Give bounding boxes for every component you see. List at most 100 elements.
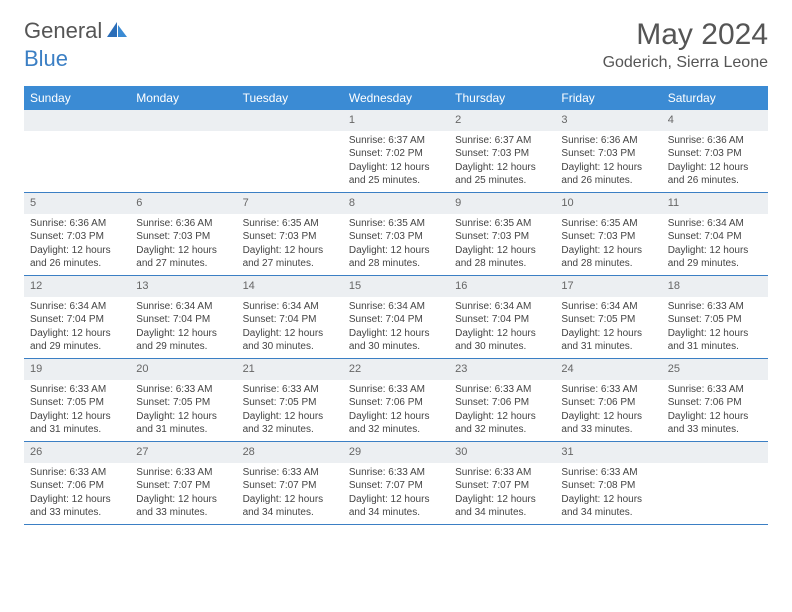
daylight-text: Daylight: 12 hours and 28 minutes. bbox=[349, 244, 443, 271]
day-number: . bbox=[237, 110, 343, 131]
day-number: 1 bbox=[343, 110, 449, 131]
sunrise-text: Sunrise: 6:33 AM bbox=[668, 383, 762, 397]
page-subtitle: Goderich, Sierra Leone bbox=[603, 54, 768, 72]
day-number: 18 bbox=[662, 276, 768, 297]
sunrise-text: Sunrise: 6:34 AM bbox=[243, 300, 337, 314]
brand-text-blue: Blue bbox=[24, 46, 68, 71]
daylight-text: Daylight: 12 hours and 27 minutes. bbox=[136, 244, 230, 271]
sunset-text: Sunset: 7:04 PM bbox=[455, 313, 549, 327]
daylight-text: Daylight: 12 hours and 25 minutes. bbox=[455, 161, 549, 188]
sunset-text: Sunset: 7:05 PM bbox=[561, 313, 655, 327]
calendar-day-cell: 12Sunrise: 6:34 AMSunset: 7:04 PMDayligh… bbox=[24, 276, 130, 358]
day-details: Sunrise: 6:34 AMSunset: 7:04 PMDaylight:… bbox=[662, 214, 768, 275]
sunset-text: Sunset: 7:04 PM bbox=[243, 313, 337, 327]
sunrise-text: Sunrise: 6:37 AM bbox=[455, 134, 549, 148]
day-number: 10 bbox=[555, 193, 661, 214]
weekday-header: Sunday bbox=[24, 86, 130, 110]
calendar-day-cell: 30Sunrise: 6:33 AMSunset: 7:07 PMDayligh… bbox=[449, 442, 555, 524]
calendar-day-cell: . bbox=[130, 110, 236, 192]
sunset-text: Sunset: 7:05 PM bbox=[668, 313, 762, 327]
sunrise-text: Sunrise: 6:35 AM bbox=[455, 217, 549, 231]
daylight-text: Daylight: 12 hours and 26 minutes. bbox=[561, 161, 655, 188]
calendar-week-row: 26Sunrise: 6:33 AMSunset: 7:06 PMDayligh… bbox=[24, 442, 768, 525]
sunrise-text: Sunrise: 6:33 AM bbox=[30, 466, 124, 480]
sunrise-text: Sunrise: 6:34 AM bbox=[349, 300, 443, 314]
sunrise-text: Sunrise: 6:33 AM bbox=[243, 383, 337, 397]
daylight-text: Daylight: 12 hours and 34 minutes. bbox=[349, 493, 443, 520]
sunrise-text: Sunrise: 6:33 AM bbox=[349, 466, 443, 480]
day-details: Sunrise: 6:33 AMSunset: 7:07 PMDaylight:… bbox=[237, 463, 343, 524]
day-details bbox=[24, 131, 130, 138]
calendar-day-cell: 10Sunrise: 6:35 AMSunset: 7:03 PMDayligh… bbox=[555, 193, 661, 275]
day-number: 31 bbox=[555, 442, 661, 463]
sunrise-text: Sunrise: 6:34 AM bbox=[136, 300, 230, 314]
daylight-text: Daylight: 12 hours and 32 minutes. bbox=[243, 410, 337, 437]
day-number: 9 bbox=[449, 193, 555, 214]
brand-logo: General bbox=[24, 18, 130, 44]
calendar-day-cell: 14Sunrise: 6:34 AMSunset: 7:04 PMDayligh… bbox=[237, 276, 343, 358]
day-details: Sunrise: 6:36 AMSunset: 7:03 PMDaylight:… bbox=[662, 131, 768, 192]
day-number: 28 bbox=[237, 442, 343, 463]
sunset-text: Sunset: 7:07 PM bbox=[243, 479, 337, 493]
sunrise-text: Sunrise: 6:36 AM bbox=[561, 134, 655, 148]
sunrise-text: Sunrise: 6:36 AM bbox=[30, 217, 124, 231]
sunrise-text: Sunrise: 6:34 AM bbox=[561, 300, 655, 314]
day-number: 19 bbox=[24, 359, 130, 380]
sunrise-text: Sunrise: 6:37 AM bbox=[349, 134, 443, 148]
daylight-text: Daylight: 12 hours and 34 minutes. bbox=[455, 493, 549, 520]
calendar-day-cell: 29Sunrise: 6:33 AMSunset: 7:07 PMDayligh… bbox=[343, 442, 449, 524]
day-number: 15 bbox=[343, 276, 449, 297]
sunset-text: Sunset: 7:03 PM bbox=[349, 230, 443, 244]
sunrise-text: Sunrise: 6:33 AM bbox=[136, 383, 230, 397]
calendar-day-cell: 25Sunrise: 6:33 AMSunset: 7:06 PMDayligh… bbox=[662, 359, 768, 441]
calendar-day-cell: 21Sunrise: 6:33 AMSunset: 7:05 PMDayligh… bbox=[237, 359, 343, 441]
day-details: Sunrise: 6:34 AMSunset: 7:04 PMDaylight:… bbox=[130, 297, 236, 358]
sunrise-text: Sunrise: 6:33 AM bbox=[243, 466, 337, 480]
calendar-week-row: 5Sunrise: 6:36 AMSunset: 7:03 PMDaylight… bbox=[24, 193, 768, 276]
day-number: 27 bbox=[130, 442, 236, 463]
sunset-text: Sunset: 7:05 PM bbox=[136, 396, 230, 410]
day-number: 11 bbox=[662, 193, 768, 214]
daylight-text: Daylight: 12 hours and 29 minutes. bbox=[668, 244, 762, 271]
daylight-text: Daylight: 12 hours and 31 minutes. bbox=[136, 410, 230, 437]
sunset-text: Sunset: 7:04 PM bbox=[668, 230, 762, 244]
day-number: 12 bbox=[24, 276, 130, 297]
daylight-text: Daylight: 12 hours and 33 minutes. bbox=[668, 410, 762, 437]
calendar-day-cell: 16Sunrise: 6:34 AMSunset: 7:04 PMDayligh… bbox=[449, 276, 555, 358]
calendar-day-cell: 2Sunrise: 6:37 AMSunset: 7:03 PMDaylight… bbox=[449, 110, 555, 192]
sunset-text: Sunset: 7:02 PM bbox=[349, 147, 443, 161]
day-details: Sunrise: 6:33 AMSunset: 7:05 PMDaylight:… bbox=[662, 297, 768, 358]
sunrise-text: Sunrise: 6:33 AM bbox=[561, 383, 655, 397]
calendar-day-cell: 6Sunrise: 6:36 AMSunset: 7:03 PMDaylight… bbox=[130, 193, 236, 275]
sunrise-text: Sunrise: 6:33 AM bbox=[668, 300, 762, 314]
sunrise-text: Sunrise: 6:33 AM bbox=[455, 383, 549, 397]
day-details: Sunrise: 6:35 AMSunset: 7:03 PMDaylight:… bbox=[343, 214, 449, 275]
day-number: 6 bbox=[130, 193, 236, 214]
calendar-day-cell: 26Sunrise: 6:33 AMSunset: 7:06 PMDayligh… bbox=[24, 442, 130, 524]
sunrise-text: Sunrise: 6:33 AM bbox=[349, 383, 443, 397]
sunset-text: Sunset: 7:03 PM bbox=[561, 147, 655, 161]
calendar-day-cell: 11Sunrise: 6:34 AMSunset: 7:04 PMDayligh… bbox=[662, 193, 768, 275]
day-details: Sunrise: 6:36 AMSunset: 7:03 PMDaylight:… bbox=[130, 214, 236, 275]
day-number: . bbox=[662, 442, 768, 463]
sunset-text: Sunset: 7:06 PM bbox=[349, 396, 443, 410]
calendar-day-cell: 15Sunrise: 6:34 AMSunset: 7:04 PMDayligh… bbox=[343, 276, 449, 358]
sunrise-text: Sunrise: 6:36 AM bbox=[668, 134, 762, 148]
day-number: 5 bbox=[24, 193, 130, 214]
sunset-text: Sunset: 7:03 PM bbox=[243, 230, 337, 244]
day-details: Sunrise: 6:36 AMSunset: 7:03 PMDaylight:… bbox=[555, 131, 661, 192]
day-details: Sunrise: 6:33 AMSunset: 7:05 PMDaylight:… bbox=[24, 380, 130, 441]
sunrise-text: Sunrise: 6:34 AM bbox=[668, 217, 762, 231]
calendar-day-cell: 8Sunrise: 6:35 AMSunset: 7:03 PMDaylight… bbox=[343, 193, 449, 275]
daylight-text: Daylight: 12 hours and 30 minutes. bbox=[243, 327, 337, 354]
calendar-day-cell: 5Sunrise: 6:36 AMSunset: 7:03 PMDaylight… bbox=[24, 193, 130, 275]
day-details: Sunrise: 6:35 AMSunset: 7:03 PMDaylight:… bbox=[237, 214, 343, 275]
sunrise-text: Sunrise: 6:35 AM bbox=[243, 217, 337, 231]
daylight-text: Daylight: 12 hours and 32 minutes. bbox=[349, 410, 443, 437]
daylight-text: Daylight: 12 hours and 30 minutes. bbox=[349, 327, 443, 354]
day-number: 16 bbox=[449, 276, 555, 297]
calendar-day-cell: 13Sunrise: 6:34 AMSunset: 7:04 PMDayligh… bbox=[130, 276, 236, 358]
weekday-header: Wednesday bbox=[343, 86, 449, 110]
day-details: Sunrise: 6:33 AMSunset: 7:08 PMDaylight:… bbox=[555, 463, 661, 524]
daylight-text: Daylight: 12 hours and 26 minutes. bbox=[30, 244, 124, 271]
